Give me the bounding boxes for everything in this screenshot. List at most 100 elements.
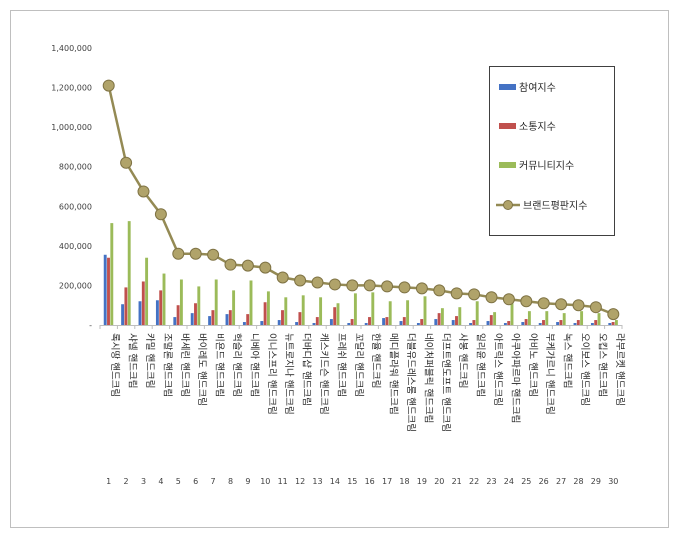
bar-1 (173, 317, 177, 325)
brand-point (241, 259, 254, 272)
brand-point (433, 284, 446, 297)
bar-2 (385, 317, 389, 325)
bar-2 (141, 281, 145, 325)
bar-3 (249, 280, 253, 325)
bar-2 (472, 320, 476, 325)
bar-2 (194, 303, 197, 325)
bar-1 (295, 322, 299, 325)
brand-point (154, 208, 167, 221)
y-tick-label: - (89, 321, 92, 330)
bar-3 (580, 311, 584, 325)
rank-label: 19 (417, 477, 427, 486)
brand-point (172, 247, 185, 260)
legend-label: 커뮤니티지수 (519, 160, 574, 172)
x-tick-label: 프레쉬 핸드크림 (335, 333, 347, 397)
x-tick-label: 니베아 핸드크림 (248, 333, 260, 397)
bar-1 (208, 316, 212, 325)
brand-point (189, 247, 202, 260)
bar-1 (190, 313, 194, 325)
legend-swatch (499, 84, 516, 90)
bar-3 (336, 303, 340, 325)
rank-label: 15 (347, 477, 357, 486)
x-tick-label: 라부르켓 핸드크림 (614, 333, 626, 406)
x-tick-label: 카밀 핸드크림 (144, 333, 156, 388)
brand-point (294, 274, 307, 287)
bar-2 (228, 310, 232, 325)
bar-2 (298, 312, 302, 325)
bar-3 (562, 313, 566, 325)
x-tick-label: 바이레도 핸드크림 (196, 333, 208, 406)
rank-label: 4 (158, 477, 163, 486)
bar-2 (507, 321, 511, 325)
x-tick-label: 사봉 핸드크림 (457, 333, 469, 388)
bar-2 (211, 310, 215, 325)
bar-1 (382, 318, 386, 325)
rank-label: 8 (228, 477, 233, 486)
brand-point (502, 293, 515, 306)
brand-point (328, 278, 341, 291)
bar-2 (542, 320, 545, 325)
rank-label: 11 (278, 477, 288, 486)
brand-point (102, 79, 115, 92)
bar-3 (319, 297, 323, 325)
bar-1 (138, 301, 142, 325)
bar-3 (440, 308, 444, 325)
brand-point (572, 299, 585, 312)
bar-3 (197, 286, 201, 325)
x-tick-label: 조말론 핸드크림 (161, 333, 173, 397)
bar-1 (103, 254, 107, 325)
rank-label: 29 (591, 477, 601, 486)
x-tick-label: 오이보스 핸드크림 (579, 333, 591, 406)
brand-point (276, 271, 289, 284)
rank-label: 22 (469, 477, 479, 486)
bar-2 (576, 320, 580, 325)
x-tick-label: 부케가르니 핸드크림 (544, 333, 556, 415)
rank-label: 1 (106, 477, 111, 486)
rank-label: 10 (260, 477, 270, 486)
x-tick-label: 헉슬리 핸드크림 (231, 333, 243, 397)
bar-2 (333, 307, 337, 325)
bar-2 (455, 316, 458, 325)
bar-3 (353, 293, 357, 325)
bar-1 (556, 322, 560, 325)
y-tick-label: 600,000 (59, 202, 92, 211)
bar-1 (538, 323, 542, 325)
bar-3 (545, 311, 549, 325)
bar-1 (486, 321, 490, 325)
bar-1 (225, 314, 229, 325)
x-tick-label: 캐스키드슨 핸드크림 (318, 333, 330, 415)
brand-point (137, 185, 150, 198)
y-tick-label: 1,400,000 (51, 44, 92, 53)
bar-2 (350, 319, 354, 325)
bar-2 (594, 320, 598, 325)
bar-1 (242, 322, 246, 325)
bar-3 (162, 273, 166, 325)
x-tick-label: 비욘드 핸드크림 (214, 333, 226, 397)
brand-point (346, 279, 359, 292)
bar-2 (611, 322, 615, 325)
rank-label: 13 (312, 477, 322, 486)
brand-point (607, 308, 620, 321)
bar-3 (527, 311, 531, 325)
brand-point (259, 261, 272, 274)
bar-3 (214, 279, 218, 325)
rank-label: 30 (608, 477, 618, 486)
bar-1 (121, 304, 125, 325)
brand-point (381, 280, 394, 293)
bar-2 (368, 317, 371, 325)
brand-point (555, 298, 568, 311)
bar-1 (521, 322, 525, 325)
x-tick-label: 녹스 핸드크림 (562, 333, 574, 388)
rank-label: 6 (193, 477, 198, 486)
bar-1 (155, 300, 159, 325)
brand-point (485, 291, 498, 304)
bar-3 (266, 291, 270, 325)
bar-2 (263, 302, 267, 325)
brand-point (450, 287, 463, 300)
bar-3 (110, 223, 114, 325)
x-tick-label: 더프트앤도프트 핸드크림 (440, 333, 452, 432)
brand-point (363, 279, 376, 292)
